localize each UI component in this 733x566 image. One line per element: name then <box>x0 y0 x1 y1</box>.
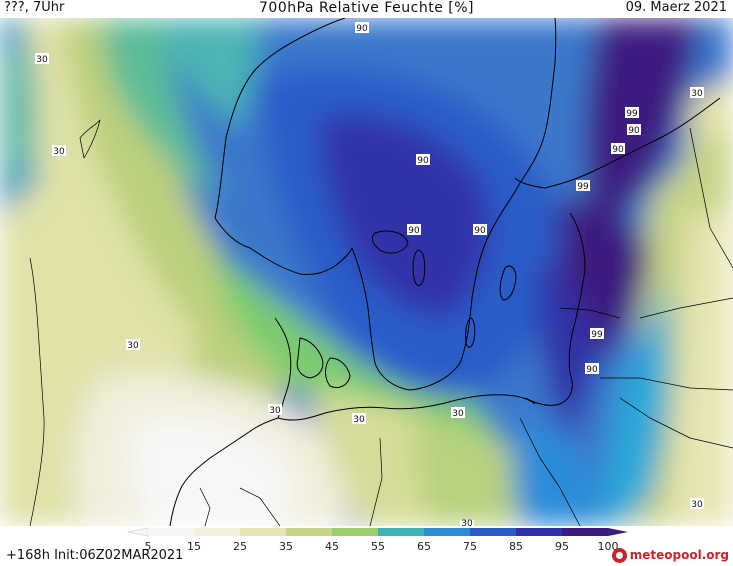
svg-text:30: 30 <box>269 406 281 416</box>
valid-date-label: 09. Maerz 2021 <box>625 0 727 15</box>
svg-text:90: 90 <box>474 226 486 236</box>
humidity-map: 90 30 30 90 90 90 99 90 90 99 30 30 30 3… <box>0 18 733 526</box>
colorbar-segment <box>240 528 287 536</box>
contour-label: 90 <box>585 363 599 375</box>
contour-label: 90 <box>407 224 421 236</box>
colorbar-tick-label: 15 <box>187 540 201 553</box>
map-title: 700hPa Relative Feuchte [%] <box>259 0 474 16</box>
contour-label: 30 <box>352 413 366 425</box>
svg-text:30: 30 <box>691 89 703 99</box>
colorbar-segment <box>562 528 609 536</box>
colorbar-tick-label: 65 <box>417 540 431 553</box>
contour-label: 30 <box>460 519 474 526</box>
contour-label: 30 <box>451 407 465 419</box>
contour-label: 30 <box>268 404 282 416</box>
contour-label: 30 <box>690 498 704 510</box>
brand-text: meteopool.org <box>629 548 729 562</box>
svg-text:30: 30 <box>452 409 464 419</box>
contour-label: 30 <box>690 87 704 99</box>
svg-text:90: 90 <box>612 145 624 155</box>
contour-label: 90 <box>473 224 487 236</box>
colorbar-segment <box>148 528 195 536</box>
svg-text:99: 99 <box>626 109 638 119</box>
colorbar-segment <box>516 528 563 536</box>
svg-text:30: 30 <box>127 341 139 351</box>
svg-text:30: 30 <box>353 415 365 425</box>
svg-text:30: 30 <box>461 519 473 526</box>
svg-text:99: 99 <box>577 182 589 192</box>
colorbar-segment <box>332 528 379 536</box>
colorbar-segment <box>286 528 333 536</box>
contour-label: 99 <box>590 328 604 340</box>
brand-logo[interactable]: meteopool.org <box>611 546 729 564</box>
contour-label: 30 <box>126 339 140 351</box>
humidity-field <box>0 18 733 526</box>
colorbar-tick-label: 35 <box>279 540 293 553</box>
contour-label: 30 <box>52 145 66 157</box>
colorbar-segment <box>194 528 241 536</box>
colorbar-tick-label: 45 <box>325 540 339 553</box>
colorbar-segment <box>378 528 425 536</box>
colorbar-segment <box>424 528 471 536</box>
svg-text:30: 30 <box>36 55 48 65</box>
contour-label: 99 <box>625 107 639 119</box>
run-info-label: +168h Init:06Z02MAR2021 <box>6 548 184 563</box>
colorbar-tick-label: 85 <box>509 540 523 553</box>
colorbar-tick-label: 55 <box>371 540 385 553</box>
svg-text:90: 90 <box>586 365 598 375</box>
svg-text:90: 90 <box>417 156 429 166</box>
colorbar-tick-label: 5 <box>144 540 152 553</box>
svg-text:90: 90 <box>408 226 420 236</box>
contour-label: 90 <box>611 143 625 155</box>
colorbar-tick-label: 75 <box>463 540 477 553</box>
legend-area <box>0 526 733 566</box>
brand-icon <box>611 547 627 563</box>
colorbar <box>127 527 628 537</box>
contour-label: 99 <box>576 180 590 192</box>
colorbar-arrow-high <box>608 528 628 536</box>
svg-text:90: 90 <box>628 126 640 136</box>
svg-text:30: 30 <box>691 500 703 510</box>
contour-label: 90 <box>355 22 369 34</box>
coastlines <box>29 18 733 526</box>
valid-time-label: ???, 7Uhr <box>4 0 65 15</box>
contour-label: 30 <box>35 53 49 65</box>
colorbar-segment <box>470 528 517 536</box>
colorbar-tick-label: 95 <box>555 540 569 553</box>
svg-text:30: 30 <box>53 147 65 157</box>
contour-label: 90 <box>416 154 430 166</box>
contour-labels: 90 30 30 90 90 90 99 90 90 99 30 30 30 3… <box>35 22 704 526</box>
colorbar-tick-label: 25 <box>233 540 247 553</box>
svg-text:90: 90 <box>356 24 368 34</box>
contour-label: 90 <box>627 124 641 136</box>
svg-text:99: 99 <box>591 330 603 340</box>
colorbar-arrow-low <box>127 527 149 537</box>
